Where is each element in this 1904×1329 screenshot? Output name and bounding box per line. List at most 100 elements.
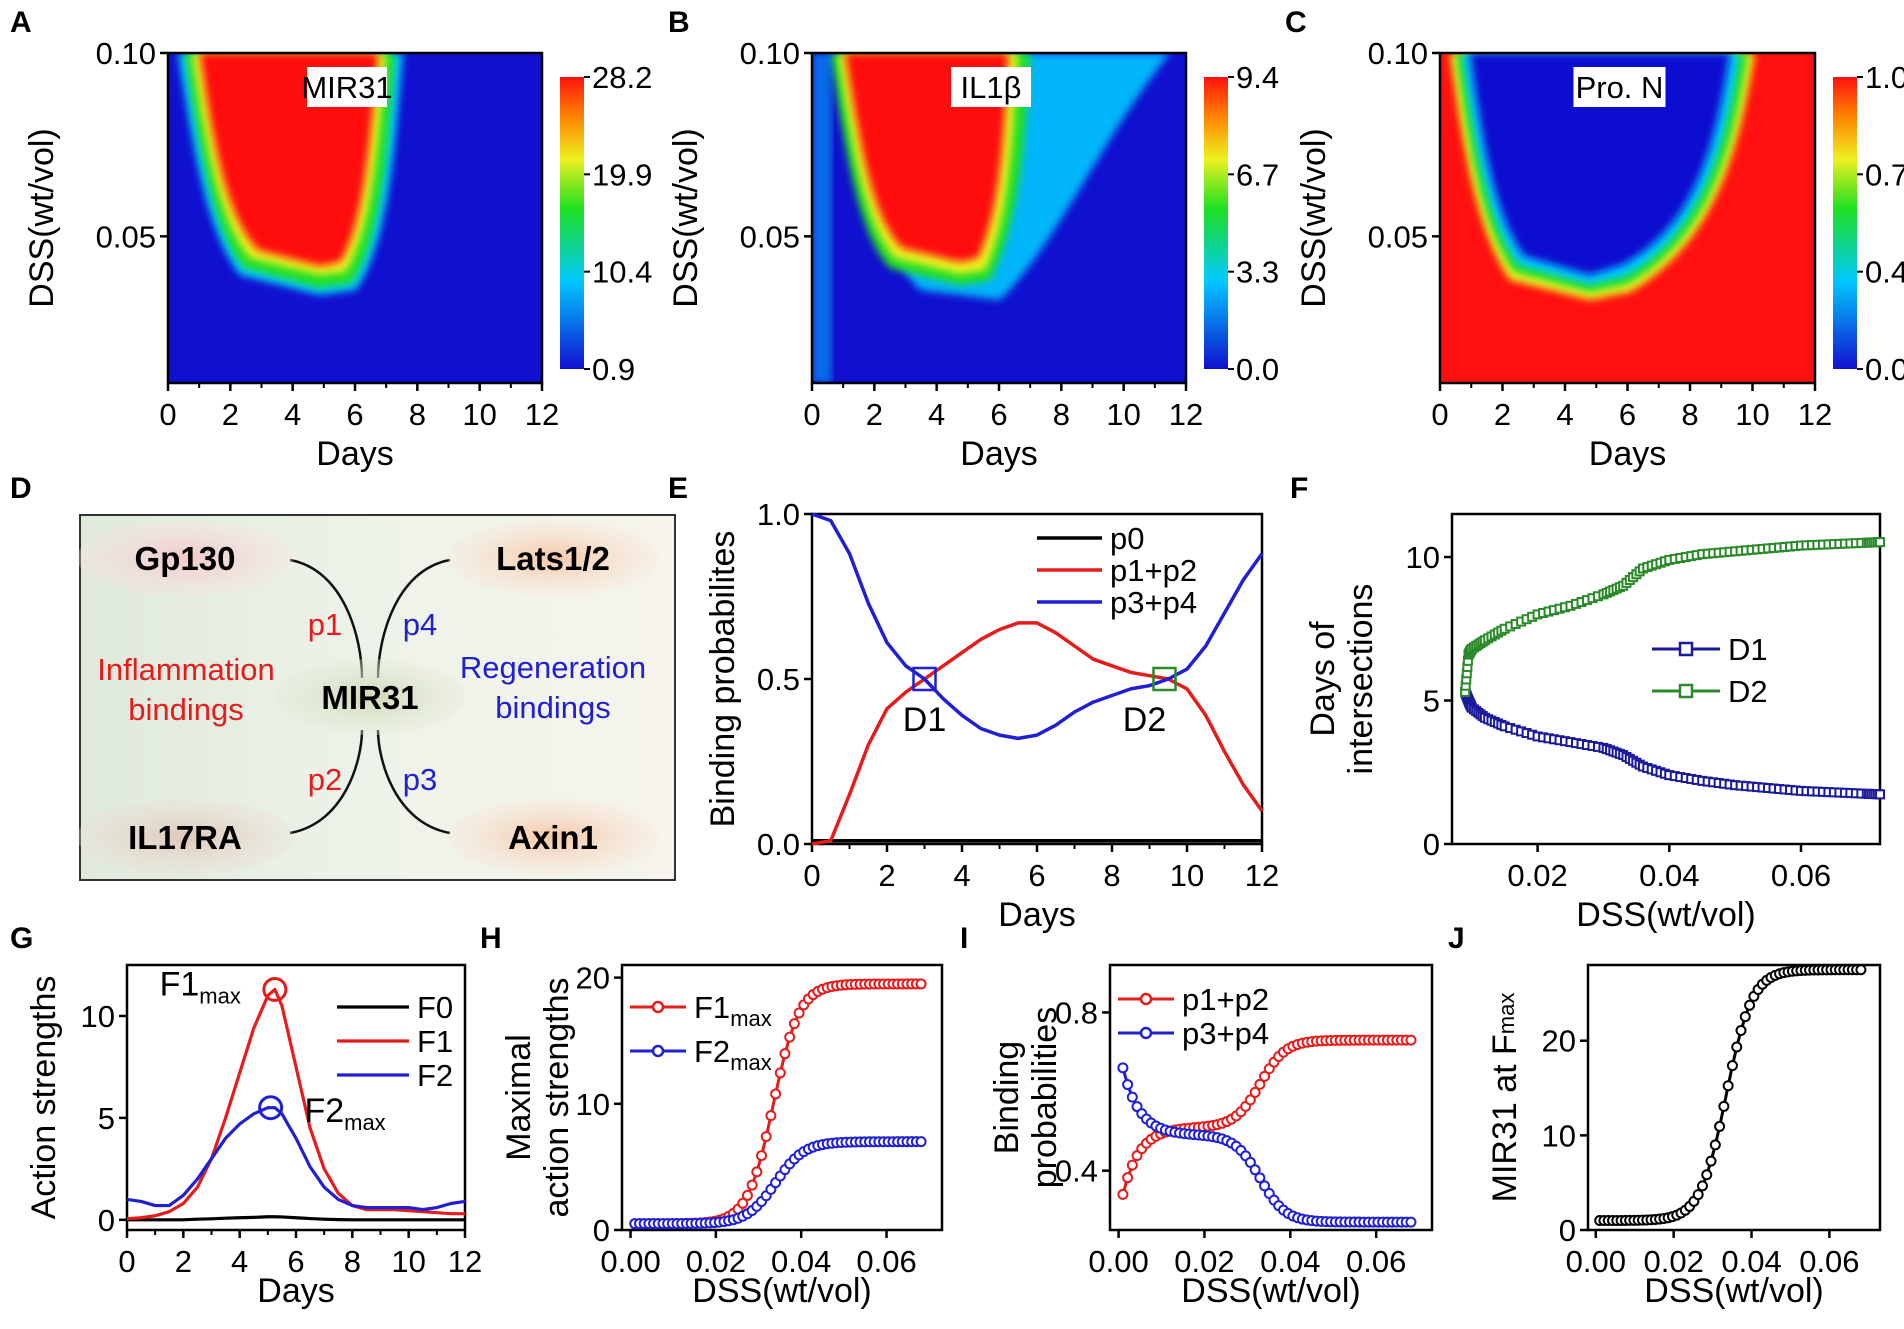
series-line-p3+p4: [811, 512, 1264, 741]
x-tick-label: 12: [448, 1244, 482, 1279]
plot-frame-i: [1108, 963, 1434, 1232]
legend-label: p1+p2: [1182, 982, 1269, 1017]
colorbar-label: 6.7: [1236, 157, 1279, 192]
x-tick-label: 0.06: [856, 1244, 916, 1279]
marker-mir31: [1731, 1041, 1743, 1053]
marker-mir31: [1726, 1060, 1738, 1072]
chart-h: 0.00 0.02 0.04 0.06 0 10 20 DSS(wt/vol) Maximal a…: [500, 961, 944, 1310]
marker-p3+p4: [1405, 1216, 1417, 1228]
marker-p3+p4: [1126, 1091, 1138, 1103]
x-tick-label: 10: [391, 1244, 425, 1279]
series-line-p1+p2: [1121, 1038, 1411, 1195]
x-tick-label: 4: [1556, 397, 1573, 432]
marker-F1max: [751, 1166, 763, 1178]
marker-mir31: [1735, 1025, 1747, 1037]
legend-label: F0: [417, 990, 453, 1025]
x-tick-label: 6: [1028, 858, 1045, 893]
x-tick-label: 0: [159, 397, 176, 432]
colorbar-label: 10.4: [592, 255, 652, 290]
panel-label-g: G: [10, 922, 33, 955]
x-tick-label: 2: [878, 858, 895, 893]
marker-p1+p2: [1249, 1086, 1261, 1098]
marker-F1max: [779, 1048, 791, 1060]
marker-F1max: [737, 1197, 749, 1209]
node-il17ra: IL17RA: [128, 819, 242, 856]
colorbar-label: 0.7: [1865, 157, 1904, 192]
plot-frame-h: [620, 963, 944, 1232]
marker-p1+p2: [1259, 1070, 1271, 1082]
title-box: [307, 67, 387, 107]
node-axin1: Axin1: [508, 819, 598, 856]
annotation-d2: D2: [1123, 701, 1166, 739]
node-gp130: Gp130: [135, 540, 236, 577]
panel-a: A: [10, 6, 542, 383]
x-axis-label: Days: [998, 896, 1075, 934]
heatmap-title: Pro. N: [1576, 70, 1664, 105]
plot-frame-g: [125, 963, 467, 1232]
panel-label-e: E: [668, 472, 688, 505]
series-line-p3+p4: [1121, 1067, 1411, 1224]
x-tick-label: 12: [1798, 397, 1832, 432]
chart-g: 0 2 4 6 8 10 12 0 5 10 Days Action strengths F1max F2…: [25, 963, 482, 1310]
panel-label-h: H: [480, 922, 502, 955]
y-tick-label: 0: [98, 1203, 115, 1238]
colorbar-label: 0.0: [1236, 352, 1279, 387]
title-box: [1573, 67, 1666, 107]
colorbar: [1833, 77, 1857, 369]
y-axis-label: DSS(wt/vol): [23, 128, 61, 307]
marker-F1max: [915, 978, 927, 990]
x-tick-label: 0: [118, 1244, 135, 1279]
chart-a: 0 2 4 6 8 10 12 0.10 0.05 Days DSS(wt/vol) MIR31 28.…: [23, 36, 652, 473]
colorbar-label: 9.4: [1236, 60, 1279, 95]
marker-F2max: [915, 1136, 927, 1148]
y-tick-label: 0.05: [1368, 219, 1428, 254]
marker-D1: [1875, 789, 1885, 800]
y-axis-label: Binding: [988, 1041, 1026, 1154]
y-tick-label: 0: [1423, 827, 1440, 862]
y-tick-label: 0.4: [1055, 1154, 1098, 1189]
y-axis-label: intersections: [1342, 584, 1380, 775]
x-tick-label: 0.06: [1799, 1244, 1859, 1279]
colorbar: [1204, 77, 1228, 369]
y-tick-label: 5: [98, 1101, 115, 1136]
marker-mir31: [1714, 1120, 1726, 1132]
x-tick-label: 0.02: [1507, 858, 1567, 893]
max-marker: [262, 976, 288, 1002]
x-tick-label: 6: [1619, 397, 1636, 432]
marker-p1+p2: [1126, 1159, 1138, 1171]
marker-p1+p2: [1254, 1078, 1266, 1090]
legend-label: p3+p4: [1110, 585, 1197, 620]
marker-mir31: [1696, 1180, 1708, 1192]
edge-p3: p3: [403, 762, 437, 797]
y-tick-label: 0.10: [96, 36, 156, 71]
colorbar-label: 0.9: [592, 352, 635, 387]
legend-label: F1: [417, 1024, 453, 1059]
y-axis-label: Maximal: [500, 1034, 538, 1161]
y-tick-label: 0.0: [757, 827, 800, 862]
intersection-marker: [1152, 666, 1177, 692]
legend-marker: [651, 1044, 665, 1058]
marker-p1+p2: [1122, 1172, 1134, 1184]
x-tick-label: 0.00: [1566, 1244, 1626, 1279]
node-oval-axin1: [448, 799, 658, 875]
x-tick-label: 0: [1431, 397, 1448, 432]
x-tick-label: 4: [284, 397, 301, 432]
marker-p3+p4: [1254, 1172, 1266, 1184]
x-tick-label: 0.04: [1639, 858, 1699, 893]
x-axis-label: Days: [960, 435, 1037, 473]
y-axis-label: Binding probabilites: [704, 531, 742, 828]
panel-b: B: [668, 6, 1186, 383]
y-axis-label: action strengths: [538, 977, 576, 1217]
panel-c: C: [1285, 6, 1815, 383]
y-axis-label: Days of: [1304, 621, 1342, 737]
x-tick-label: 0.00: [600, 1244, 660, 1279]
marker-p1+p2: [1405, 1034, 1417, 1046]
x-tick-label: 8: [1053, 397, 1070, 432]
colorbar-label: 0.0: [1865, 352, 1904, 387]
max-marker: [258, 1095, 284, 1121]
edge-p2: p2: [308, 762, 342, 797]
marker-D2: [1875, 537, 1885, 548]
annotation-d1: D1: [903, 701, 946, 739]
panel-label-b: B: [668, 6, 690, 39]
marker-F1max: [793, 1007, 805, 1019]
